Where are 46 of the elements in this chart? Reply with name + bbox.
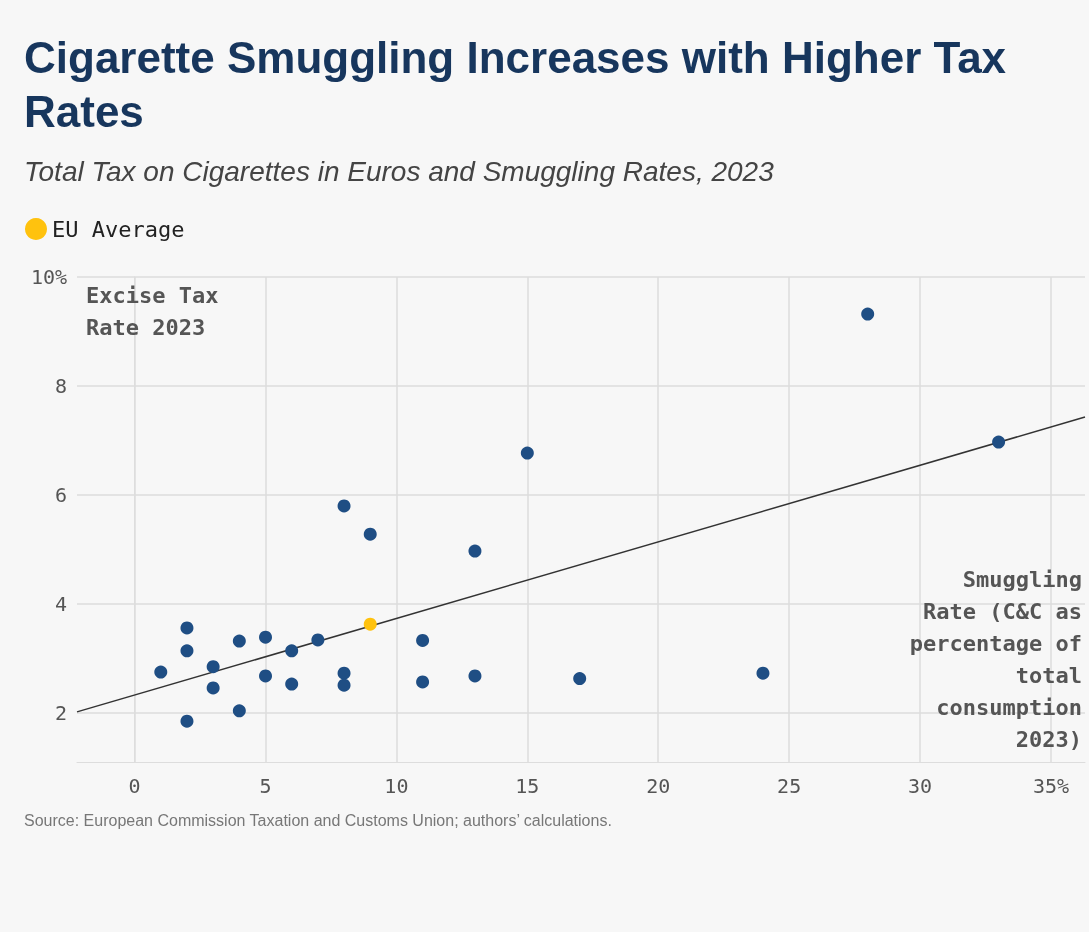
y-axis-title: Excise Tax Rate 2023 [86,282,219,340]
point [573,672,587,686]
x-tick-label: 15 [515,774,540,798]
y-tick-label: 10% [30,265,67,289]
point [363,617,377,631]
x-tick-label: 0 [128,774,141,798]
point [337,666,351,680]
point [468,669,482,683]
point [180,621,194,635]
point [259,630,273,644]
x-tick-label: 5 [259,774,272,798]
x-tick-label: 35% [1032,774,1070,798]
chart-title: Cigarette Smuggling Increases with Higher Tax Rates [24,32,1019,136]
point [206,681,220,695]
legend-label: EU Average [52,216,185,242]
point [468,544,482,558]
point [259,669,273,683]
point [232,634,246,648]
y-tick-label: 4 [54,591,67,616]
point [206,660,220,674]
x-tick-label: 10 [384,774,409,798]
x-tick-label: 20 [646,774,671,798]
x-tick-label: 30 [908,774,933,798]
point [337,499,351,513]
y-tick-label: 2 [54,700,67,725]
source-note: Source: European Commission Taxation and Customs Union; authors’ calculations. [24,811,612,829]
y-tick-label: 8 [54,373,67,398]
point [416,675,430,689]
x-tick-label: 25 [777,774,802,798]
point [416,633,430,647]
point [756,666,770,680]
point [992,435,1006,449]
y-tick-label: 6 [54,482,67,507]
x-axis-title: Smuggling Rate (C&C as percentage of total consumption 2023) [909,566,1082,752]
point [337,678,351,692]
point [180,714,194,728]
point [363,527,377,541]
point [232,704,246,718]
point [311,633,325,647]
point [520,446,534,460]
point [180,644,194,658]
point [285,677,299,691]
chart-subtitle: Total Tax on Cigarettes in Euros and Smuggling Rates, 2023 [24,155,775,187]
point [154,665,168,679]
point [861,307,875,321]
point [285,644,299,658]
